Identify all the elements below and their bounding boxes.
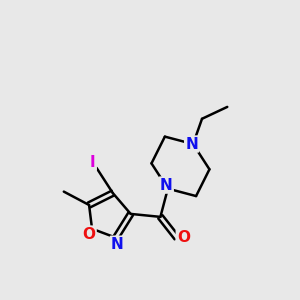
Text: O: O [177,230,190,245]
Text: N: N [111,237,124,252]
Text: I: I [90,155,96,170]
Text: N: N [185,136,198,152]
Text: N: N [160,178,173,193]
Text: O: O [82,226,96,242]
